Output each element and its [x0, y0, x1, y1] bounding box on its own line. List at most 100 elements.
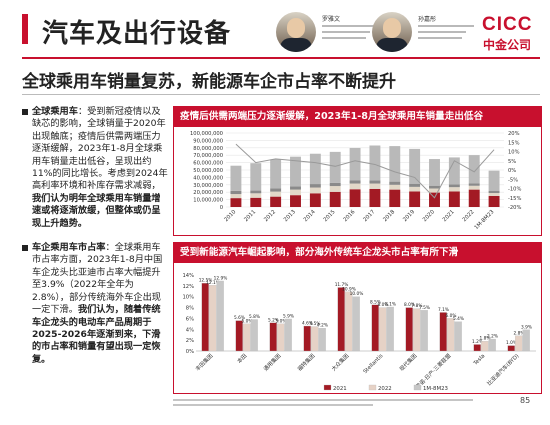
- data-label: 8.0%: [404, 302, 415, 308]
- y2-tick-label: -20%: [508, 205, 521, 211]
- data-label: 7.5%: [419, 305, 430, 311]
- bar: [507, 345, 515, 352]
- bar-segment: [270, 159, 282, 189]
- bar: [488, 338, 496, 352]
- bar: [235, 320, 243, 352]
- bar-segment: [429, 159, 440, 186]
- bar: [337, 287, 345, 352]
- bullet-square: [22, 109, 28, 115]
- data-label: 5.8%: [249, 314, 260, 320]
- left-text-column: 全球乘用车：受到新冠疫情以及缺芯的影响，全球销量于2020年出现触底；疫情后供需…: [22, 106, 168, 378]
- bar: [405, 307, 413, 352]
- cicc-logo: CICC 中金公司: [482, 14, 540, 52]
- footnote: [173, 396, 473, 409]
- x-tick-label: 大众集团: [329, 352, 350, 373]
- x-tick-label: 1M-8M23: [474, 209, 496, 231]
- bar: [243, 323, 251, 352]
- bar-segment: [349, 180, 361, 184]
- bar: [352, 296, 360, 352]
- y-tick-label: 0: [220, 205, 223, 211]
- analyst-1-avatar: [276, 12, 316, 52]
- bar-segment: [468, 155, 480, 184]
- panel-title: 受到新能源汽车崛起影响，部分海外传统车企龙头市占率有所下滑: [174, 243, 541, 263]
- y2-tick-label: 10%: [508, 150, 520, 156]
- legend-swatch: [413, 384, 422, 391]
- y2-tick-label: -5%: [508, 177, 518, 183]
- y-tick-label: 60,000,000: [193, 161, 223, 167]
- bar-segment: [230, 198, 242, 207]
- x-tick-label: 2019: [402, 209, 416, 223]
- y-tick-label: 80,000,000: [193, 146, 223, 152]
- bar-segment: [488, 195, 500, 207]
- footnote-line: [173, 404, 373, 406]
- bar-segment: [409, 183, 421, 187]
- bar: [201, 282, 209, 352]
- x-tick-label: 通用集团: [261, 352, 282, 373]
- bar-segment: [230, 194, 242, 199]
- x-tick-label: 2010: [223, 209, 237, 223]
- slide-headline: 全球乘用车销量复苏，新能源车企市占率不断提升: [22, 72, 396, 92]
- bar-segment: [250, 193, 262, 198]
- bar: [522, 329, 530, 352]
- footnote-line: [173, 399, 473, 401]
- data-label: 5.2%: [268, 317, 279, 323]
- analyst-2-avatar: [372, 12, 412, 52]
- bar-segment: [309, 184, 321, 188]
- analyst-1-name: 罗雅文: [322, 16, 341, 23]
- bar-segment: [309, 187, 321, 194]
- bar-segment: [488, 170, 500, 192]
- bar-segment: [468, 189, 480, 207]
- bar: [216, 280, 224, 352]
- bar-segment: [448, 191, 460, 207]
- bar-segment: [250, 163, 262, 191]
- y2-tick-label: 20%: [508, 131, 520, 137]
- bar-segment: [270, 188, 282, 192]
- bar-segment: [448, 157, 460, 185]
- x-tick-label: 2017: [362, 209, 376, 223]
- bar: [284, 318, 292, 352]
- bullet-square: [22, 245, 28, 252]
- bar-segment: [389, 189, 401, 207]
- y-tick-label: 4%: [186, 327, 194, 333]
- bar-segment: [329, 151, 341, 183]
- y-tick-label: 40,000,000: [193, 175, 223, 181]
- x-tick-label: 2021: [442, 209, 456, 223]
- y-tick-label: 30,000,000: [193, 183, 223, 189]
- y-tick-label: 12%: [182, 284, 194, 290]
- bar-segment: [349, 183, 361, 190]
- data-label: 12.5%: [199, 278, 213, 284]
- bar-segment: [409, 186, 421, 192]
- data-label: 10.9%: [342, 286, 356, 292]
- page-number: 85: [520, 396, 531, 405]
- bar: [269, 322, 277, 352]
- legend-swatch: [323, 384, 332, 391]
- data-label: 1.0%: [506, 340, 517, 346]
- x-tick-label: 本田: [235, 352, 248, 365]
- x-tick-label: Stellantis: [362, 353, 384, 375]
- bar-segment: [488, 191, 500, 194]
- bullet-emphasis: 我们认为，随着传统车企龙头的电动车产品周期于2025-2026年逐渐到来，下滑的…: [32, 304, 161, 365]
- bar-segment: [329, 191, 341, 207]
- bar-segment: [389, 146, 401, 182]
- bar-segment: [309, 153, 321, 185]
- logo-en: CICC: [482, 14, 533, 35]
- x-tick-label: 2018: [382, 209, 396, 223]
- bar: [371, 304, 379, 352]
- bar-segment: [230, 190, 242, 195]
- x-tick-label: 丰田集团: [193, 352, 214, 373]
- logo-cn: 中金公司: [483, 38, 532, 52]
- bar-segment: [409, 191, 421, 207]
- data-label: 7.8%: [412, 303, 423, 309]
- x-tick-label: 2012: [263, 209, 277, 223]
- y-tick-label: 100,000,000: [190, 131, 223, 137]
- title-accent-block: [22, 14, 28, 44]
- data-label: 8.5%: [370, 299, 381, 305]
- x-tick-label: 雷诺-日产-三菱联盟: [414, 351, 453, 390]
- legend-label: 2021: [333, 386, 347, 392]
- data-label: 5.0%: [276, 318, 287, 324]
- bar-segment: [290, 189, 301, 196]
- bar: [420, 310, 428, 352]
- data-label: 5.9%: [283, 313, 294, 319]
- market-share-panel: 受到新能源汽车崛起影响，部分海外传统车企龙头市占率有所下滑 14% 12% 10% 8…: [173, 242, 542, 394]
- bar-segment: [369, 145, 381, 181]
